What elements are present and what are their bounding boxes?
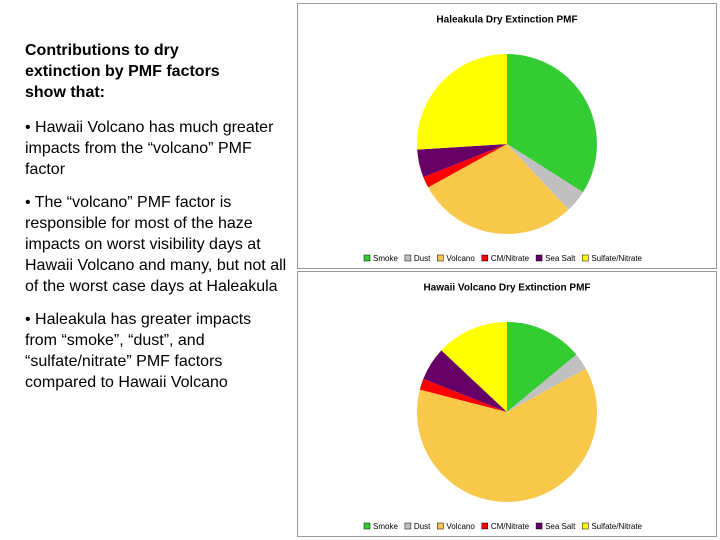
legend-label: Volcano xyxy=(446,254,475,263)
pie-slice xyxy=(441,322,507,412)
chart: Hawaii Volcano Dry Extinction PMF Smoke Du… xyxy=(297,271,717,537)
legend-label: Volcano xyxy=(446,522,475,531)
chart-title: Haleakula Dry Extinction PMF xyxy=(436,15,577,26)
pie-slice xyxy=(417,54,507,150)
bullet: • Haleakula has greater impacts from “sm… xyxy=(25,311,252,391)
pie-slice xyxy=(417,368,597,502)
legend-label: CM/Nitrate xyxy=(491,254,530,263)
legend-swatch xyxy=(404,254,412,262)
pie-slice xyxy=(428,144,569,235)
chart: Haleakula Dry Extinction PMF Smoke Dust Vol… xyxy=(297,3,717,269)
pie-slice xyxy=(423,144,507,188)
pie-slice xyxy=(507,354,586,412)
legend-swatch xyxy=(363,254,371,262)
legend-swatch xyxy=(437,254,444,262)
legend-label: Dust xyxy=(414,254,431,263)
legend-label: Dust xyxy=(414,522,431,531)
legend-swatch xyxy=(363,522,371,530)
legend-swatch xyxy=(481,254,489,262)
legend-label: Sea Salt xyxy=(545,522,576,531)
bullet: • The “volcano” PMF factor is responsibl… xyxy=(25,194,287,295)
legend-swatch xyxy=(535,522,543,530)
legend-swatch xyxy=(404,522,412,530)
legend-swatch xyxy=(582,254,589,262)
heading: Contributions to dry extinction by PMF f… xyxy=(25,42,220,101)
pie-slice xyxy=(507,54,597,193)
legend-label: CM/Nitrate xyxy=(491,522,530,531)
legend-label: Smoke xyxy=(373,522,398,531)
pie-slice xyxy=(417,144,507,178)
text-panel: Contributions to dry extinction by PMF f… xyxy=(25,40,287,405)
pie-slice xyxy=(507,144,583,210)
pie-slice xyxy=(423,350,507,412)
legend-swatch xyxy=(535,254,543,262)
legend-swatch xyxy=(437,522,444,530)
legend-swatch xyxy=(481,522,489,530)
legend-label: Sea Salt xyxy=(545,254,576,263)
bullet: • Hawaii Volcano has much greater impact… xyxy=(25,119,274,178)
legend-label: Sulfate/Nitrate xyxy=(591,522,642,531)
legend-label: Sulfate/Nitrate xyxy=(591,254,642,263)
pie-slice xyxy=(419,378,507,412)
legend-label: Smoke xyxy=(373,254,398,263)
legend-swatch xyxy=(582,522,589,530)
pie-slice xyxy=(507,322,577,412)
chart-title: Hawaii Volcano Dry Extinction PMF xyxy=(423,283,590,294)
